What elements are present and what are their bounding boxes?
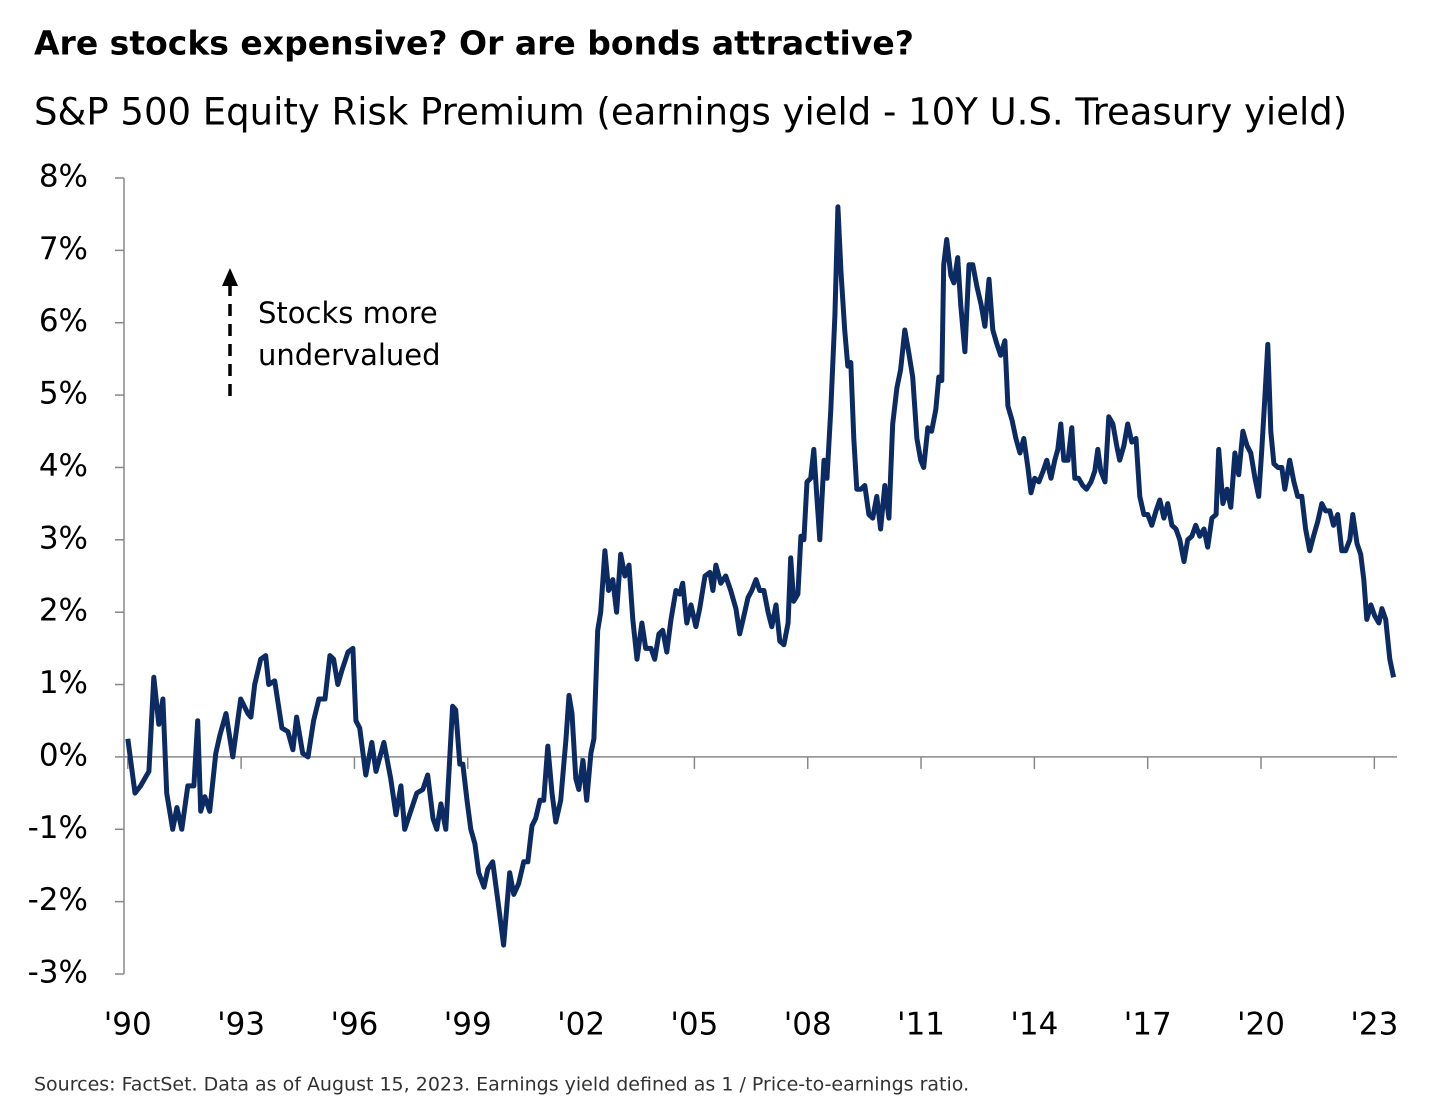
x-tick-label: '17 bbox=[1124, 1007, 1172, 1043]
annotation: Stocks more bbox=[258, 296, 438, 330]
annotation: undervalued bbox=[258, 338, 441, 372]
y-tick-label: 4% bbox=[39, 448, 88, 484]
y-tick-label: 3% bbox=[39, 520, 88, 556]
y-tick-label: -3% bbox=[28, 955, 88, 991]
y-tick-label: 7% bbox=[39, 231, 88, 267]
y-tick-label: 6% bbox=[39, 303, 88, 339]
x-tick-label: '20 bbox=[1237, 1007, 1285, 1043]
y-tick-label: 2% bbox=[39, 593, 88, 629]
x-tick-label: '23 bbox=[1350, 1007, 1398, 1043]
x-tick-label: '05 bbox=[670, 1007, 718, 1043]
x-tick-label: '93 bbox=[217, 1007, 265, 1043]
y-tick-label: 0% bbox=[39, 737, 88, 773]
x-tick-label: '90 bbox=[104, 1007, 152, 1043]
source-note: Sources: FactSet. Data as of August 15, … bbox=[34, 1074, 969, 1096]
y-tick-label: 8% bbox=[39, 159, 88, 195]
x-tick-label: '14 bbox=[1010, 1007, 1058, 1043]
x-tick-label: '99 bbox=[444, 1007, 492, 1043]
y-tick-label: -2% bbox=[28, 882, 88, 918]
data-line bbox=[125, 204, 1397, 948]
x-tick-label: '08 bbox=[784, 1007, 832, 1043]
x-tick-label: '11 bbox=[897, 1007, 945, 1043]
y-tick-label: -1% bbox=[28, 810, 88, 846]
x-tick-label: '96 bbox=[330, 1007, 378, 1043]
chart-subtitle: S&P 500 Equity Risk Premium (earnings yi… bbox=[34, 91, 1347, 134]
y-tick-label: 1% bbox=[39, 665, 88, 701]
arrow-head bbox=[222, 268, 238, 286]
y-tick-label: 5% bbox=[39, 376, 88, 412]
chart-title: Are stocks expensive? Or are bonds attra… bbox=[34, 24, 914, 63]
x-tick-label: '02 bbox=[557, 1007, 605, 1043]
